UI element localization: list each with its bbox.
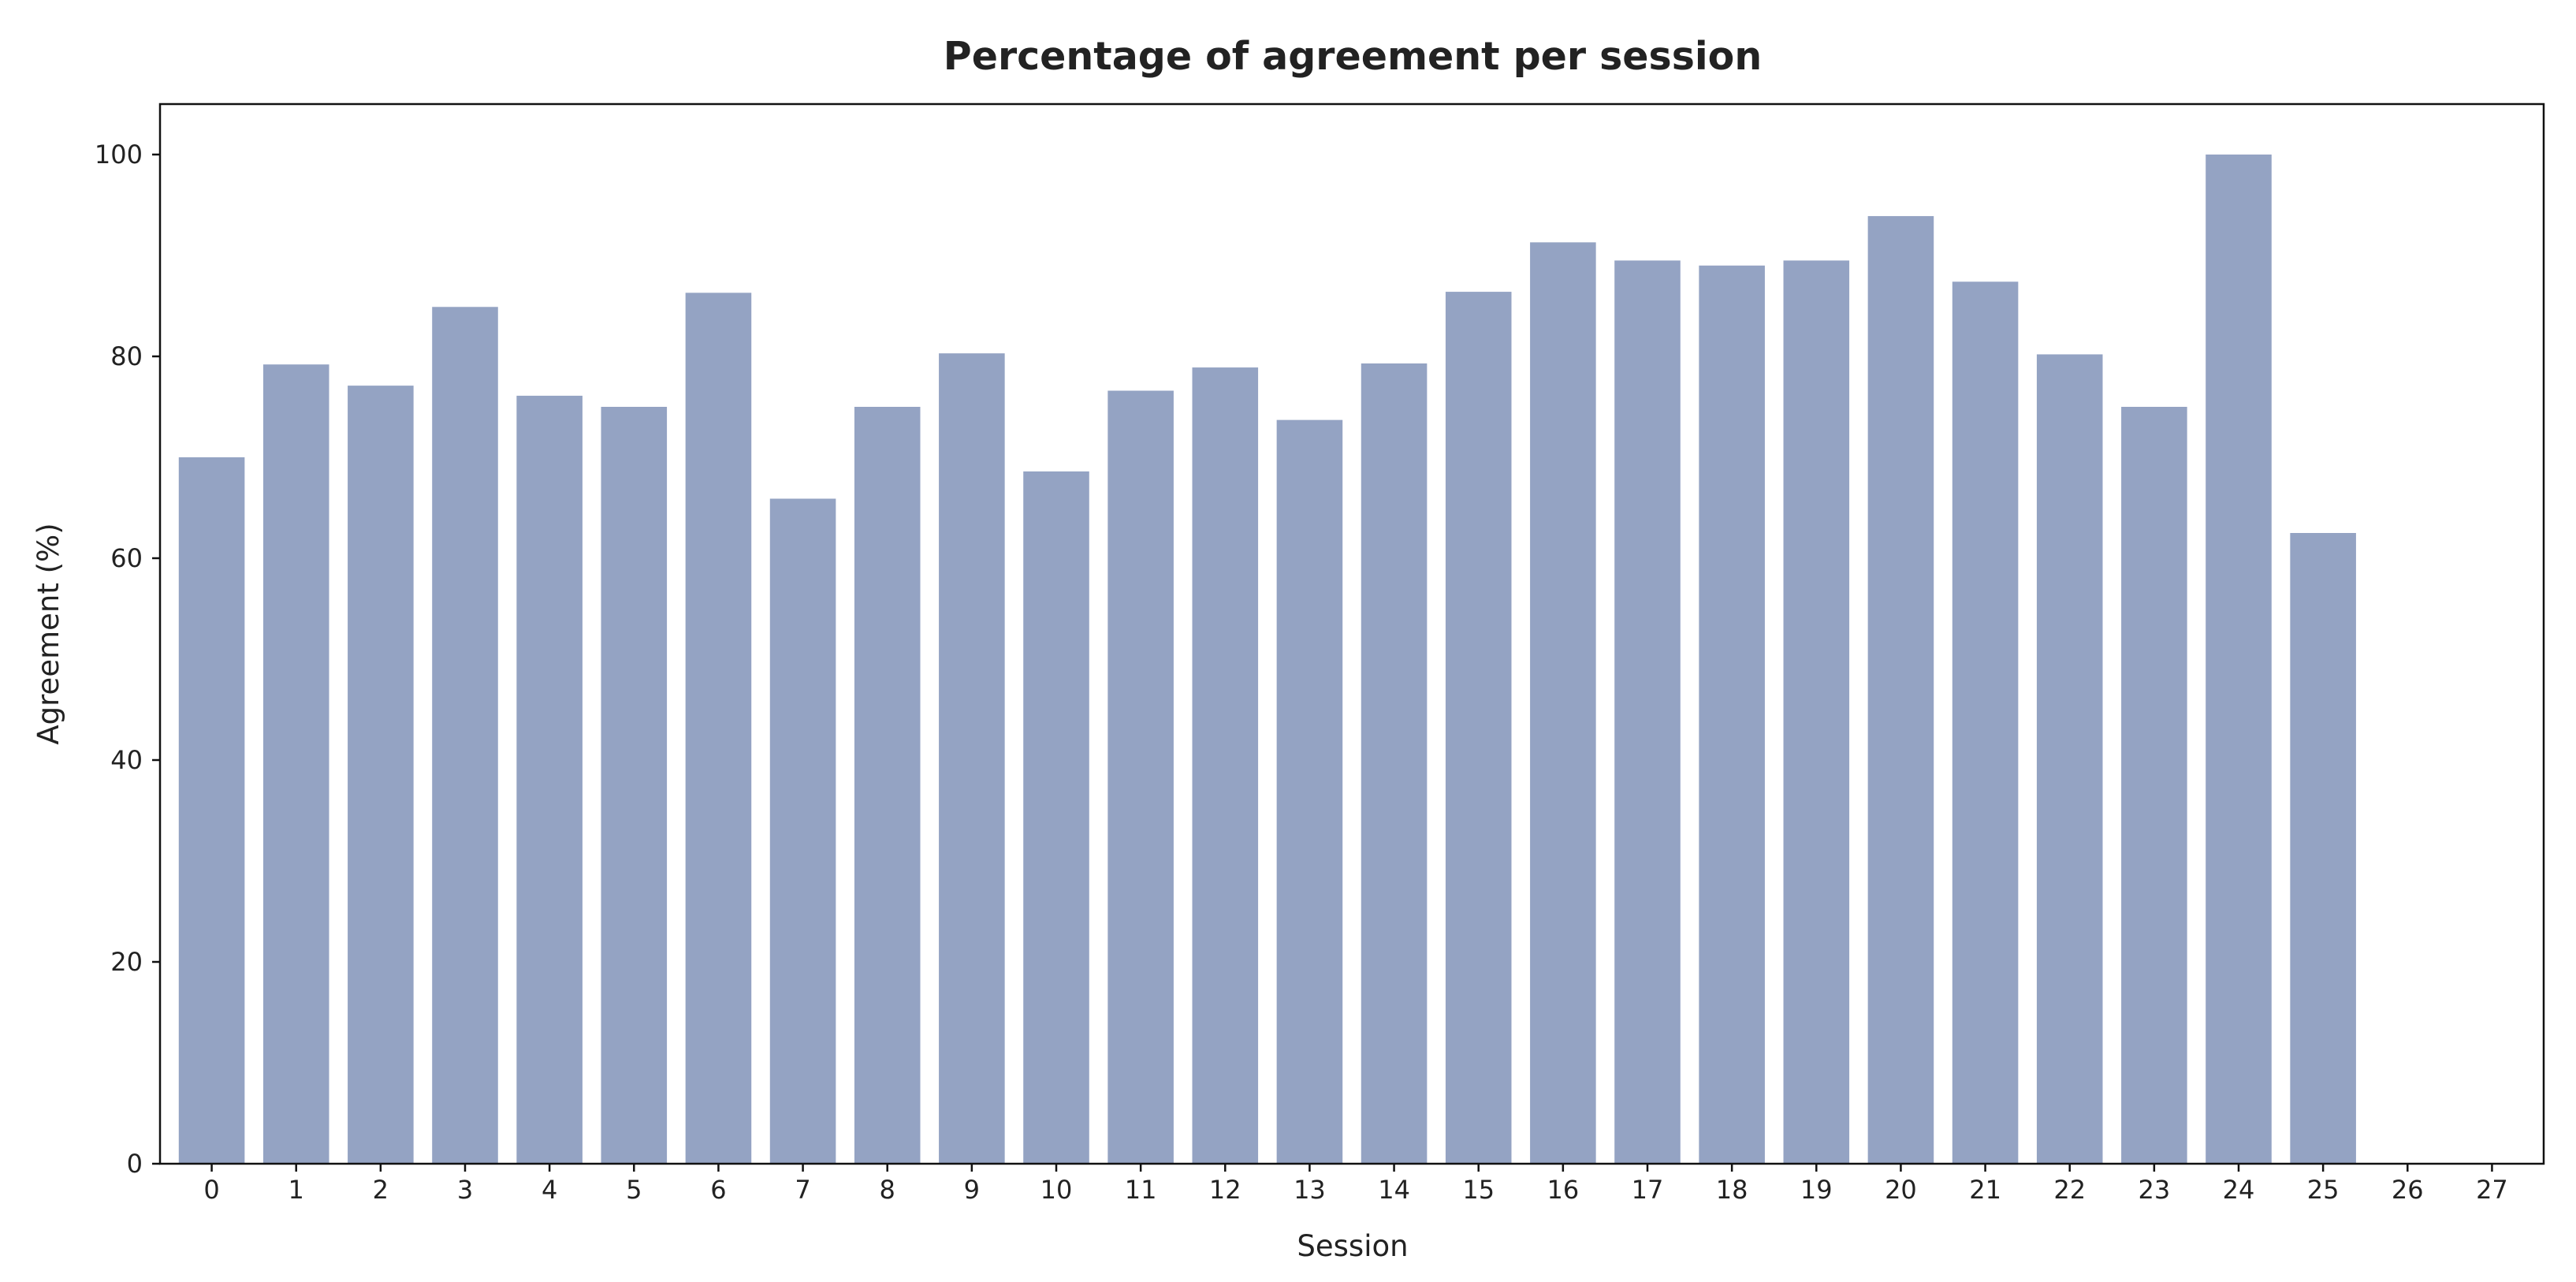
bar-session-9 [939,353,1005,1164]
bar-session-3 [432,307,498,1164]
bar-session-18 [1699,265,1765,1164]
chart-title: Percentage of agreement per session [944,34,1762,79]
bar-session-24 [2206,155,2272,1164]
x-tick-label-20: 20 [1885,1175,1917,1205]
y-axis: 0 20 40 60 80 100 [95,140,160,1179]
x-tick-label-24: 24 [2223,1175,2255,1205]
x-tick-label-4: 4 [542,1175,557,1205]
y-tick-label-60: 60 [110,543,143,573]
x-axis: 0 1 2 3 4 5 6 7 8 9 10 11 12 13 14 15 16 17 18 19 20 21 22 23 24… [203,1164,2508,1205]
x-tick-label-16: 16 [1547,1175,1579,1205]
x-tick-label-2: 2 [373,1175,389,1205]
bar-session-25 [2290,533,2356,1164]
bar-session-16 [1530,242,1596,1164]
x-tick-label-1: 1 [288,1175,304,1205]
y-axis-label: Agreement (%) [32,523,65,744]
x-tick-label-10: 10 [1040,1175,1073,1205]
x-tick-label-19: 19 [1800,1175,1833,1205]
bar-session-19 [1783,260,1850,1164]
x-tick-label-11: 11 [1125,1175,1157,1205]
bars-group [178,155,2356,1165]
x-tick-label-13: 13 [1294,1175,1326,1205]
plot-frame [158,102,2545,1165]
x-tick-label-26: 26 [2392,1175,2424,1205]
bar-session-10 [1023,471,1089,1164]
x-tick-label-8: 8 [880,1175,895,1205]
bar-session-11 [1107,390,1174,1164]
x-tick-label-22: 22 [2053,1175,2086,1205]
x-tick-label-21: 21 [1969,1175,2001,1205]
x-axis-label: Session [1297,1229,1408,1263]
y-tick-label-0: 0 [127,1149,143,1179]
y-tick-label-80: 80 [110,341,143,371]
bar-session-6 [685,293,752,1164]
x-tick-label-6: 6 [710,1175,726,1205]
bar-session-8 [854,407,921,1164]
x-tick-label-0: 0 [203,1175,219,1205]
x-tick-label-5: 5 [626,1175,642,1205]
bar-session-14 [1361,363,1428,1165]
x-tick-label-25: 25 [2307,1175,2340,1205]
bar-session-17 [1614,260,1681,1164]
bar-session-13 [1276,419,1343,1164]
x-tick-label-7: 7 [795,1175,810,1205]
bar-session-0 [178,457,245,1164]
y-tick-label-100: 100 [95,140,143,170]
bar-session-22 [2036,354,2103,1165]
bar-session-1 [262,364,329,1164]
x-tick-label-23: 23 [2138,1175,2170,1205]
bar-session-20 [1867,216,1934,1165]
bar-session-4 [516,395,583,1164]
x-tick-label-3: 3 [457,1175,473,1205]
x-tick-label-9: 9 [964,1175,980,1205]
bar-session-15 [1445,292,1512,1165]
y-tick-label-20: 20 [110,947,143,977]
bar-session-23 [2121,407,2187,1164]
x-tick-label-12: 12 [1209,1175,1241,1205]
bar-session-21 [1952,281,2019,1164]
x-tick-label-27: 27 [2476,1175,2508,1205]
x-tick-label-14: 14 [1378,1175,1410,1205]
bar-session-7 [769,498,836,1164]
bar-session-2 [348,386,414,1164]
bar-session-12 [1192,367,1259,1165]
x-tick-label-17: 17 [1632,1175,1664,1205]
y-tick-label-40: 40 [110,745,143,775]
x-tick-label-18: 18 [1716,1175,1748,1205]
x-tick-label-15: 15 [1462,1175,1495,1205]
bar-session-5 [601,407,668,1164]
